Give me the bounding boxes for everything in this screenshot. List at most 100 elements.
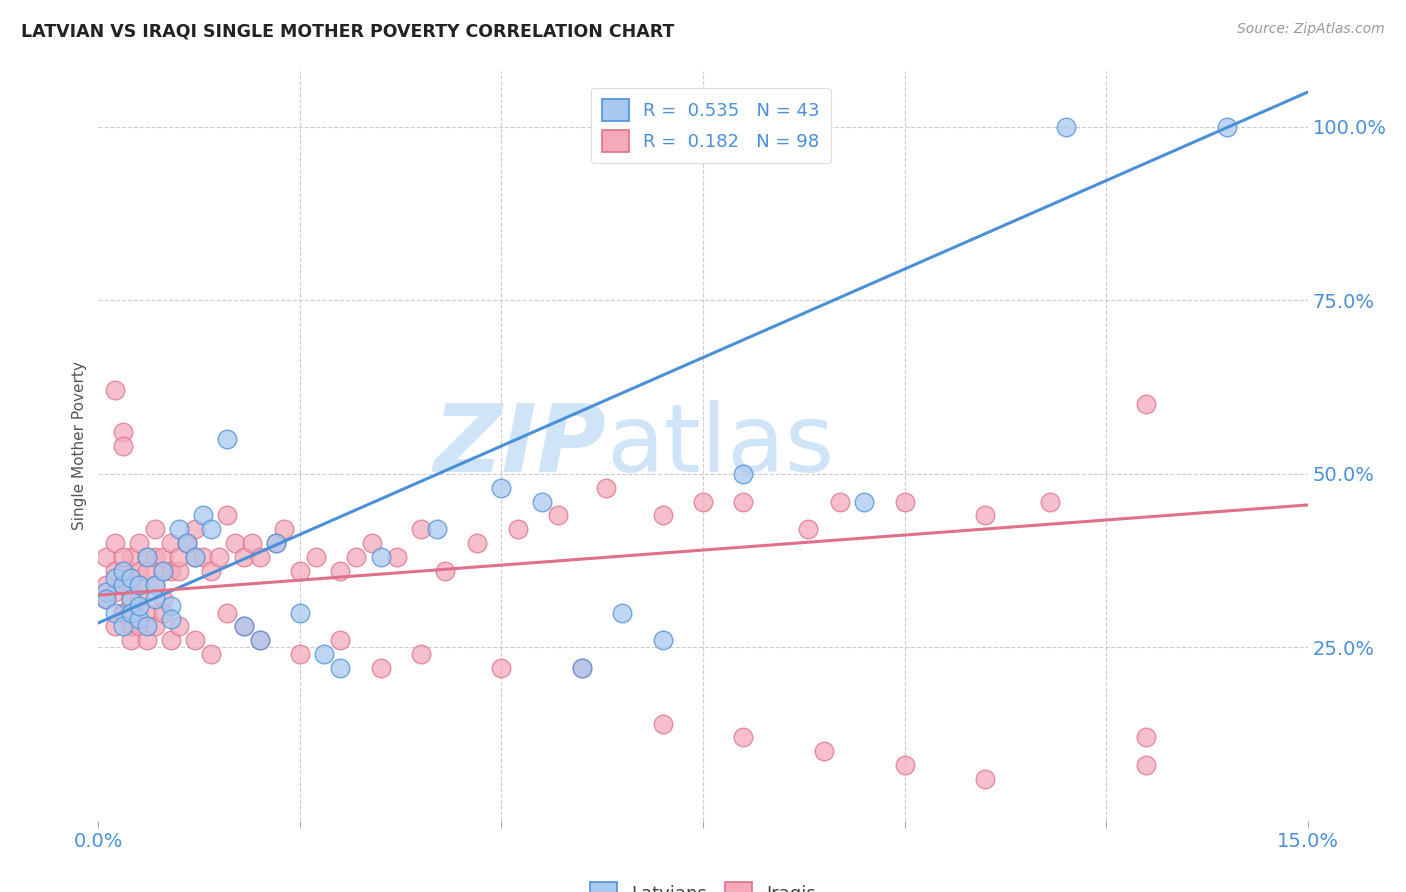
Point (409, 647, 432, 661)
Point (176, 536, 198, 550)
Point (733, 467, 755, 481)
Point (120, 571, 142, 585)
Point (152, 564, 174, 578)
Point (128, 536, 150, 550)
Point (232, 619, 254, 633)
Point (193, 549, 215, 564)
Point (491, 481, 513, 495)
Point (160, 633, 183, 648)
Point (651, 716, 673, 731)
Point (224, 536, 246, 550)
Point (96, 549, 118, 564)
Point (143, 591, 166, 606)
Point (288, 606, 311, 620)
Point (530, 494, 553, 508)
Point (103, 571, 125, 585)
Point (152, 606, 174, 620)
Point (111, 606, 134, 620)
Point (249, 633, 271, 648)
Point (152, 591, 174, 606)
Point (314, 647, 336, 661)
Point (200, 564, 222, 578)
Point (103, 606, 125, 620)
Point (103, 384, 125, 398)
Point (426, 522, 449, 536)
Point (208, 549, 231, 564)
Point (370, 549, 392, 564)
Point (111, 439, 134, 453)
Point (893, 494, 915, 508)
Point (135, 619, 157, 633)
Point (571, 661, 593, 675)
Point (184, 549, 207, 564)
Point (184, 633, 207, 648)
Point (249, 549, 271, 564)
Point (111, 425, 134, 439)
Point (288, 647, 311, 661)
Point (1039, 494, 1062, 508)
Point (249, 633, 271, 648)
Point (135, 549, 157, 564)
Text: atlas: atlas (606, 400, 835, 492)
Point (385, 549, 408, 564)
Text: LATVIAN VS IRAQI SINGLE MOTHER POVERTY CORRELATION CHART: LATVIAN VS IRAQI SINGLE MOTHER POVERTY C… (21, 22, 675, 40)
Point (128, 578, 150, 592)
Point (1216, 120, 1239, 134)
Point (409, 522, 432, 536)
Point (974, 508, 997, 523)
Point (160, 564, 183, 578)
Point (96, 578, 118, 592)
Point (111, 564, 134, 578)
Point (120, 633, 142, 648)
Point (103, 584, 125, 599)
Point (370, 661, 392, 675)
Point (120, 591, 142, 606)
Point (491, 661, 513, 675)
Point (547, 508, 569, 523)
Point (135, 564, 157, 578)
Point (1135, 758, 1157, 772)
Point (465, 536, 488, 550)
Point (344, 549, 367, 564)
Point (96, 584, 118, 599)
Point (176, 536, 198, 550)
Point (853, 494, 876, 508)
Point (103, 619, 125, 633)
Text: Source: ZipAtlas.com: Source: ZipAtlas.com (1237, 22, 1385, 37)
Point (571, 661, 593, 675)
Point (1054, 120, 1077, 134)
Point (152, 549, 174, 564)
Point (506, 522, 529, 536)
Point (128, 591, 150, 606)
Point (893, 758, 915, 772)
Point (595, 481, 617, 495)
Point (1135, 397, 1157, 411)
Point (200, 647, 222, 661)
Point (305, 549, 328, 564)
Point (120, 606, 142, 620)
Point (135, 606, 157, 620)
Point (143, 549, 166, 564)
Point (96, 591, 118, 606)
Point (733, 494, 755, 508)
Point (273, 522, 295, 536)
Point (232, 619, 254, 633)
Point (232, 549, 254, 564)
Point (264, 536, 287, 550)
Point (160, 599, 183, 613)
Point (128, 612, 150, 626)
Point (797, 522, 820, 536)
Point (120, 549, 142, 564)
Text: ZIP: ZIP (433, 400, 606, 492)
Point (329, 661, 352, 675)
Point (143, 522, 166, 536)
Point (143, 578, 166, 592)
Point (143, 619, 166, 633)
Point (111, 564, 134, 578)
Point (651, 633, 673, 648)
Point (167, 549, 190, 564)
Point (200, 522, 222, 536)
Point (167, 522, 190, 536)
Point (135, 633, 157, 648)
Point (120, 591, 142, 606)
